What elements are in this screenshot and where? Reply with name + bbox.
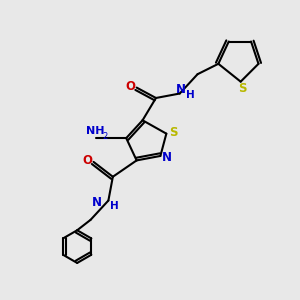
Text: H: H [110, 202, 119, 212]
Text: N: N [92, 196, 102, 208]
Text: NH: NH [86, 126, 104, 136]
Text: 2: 2 [102, 132, 107, 141]
Text: H: H [186, 90, 194, 100]
Text: S: S [169, 126, 177, 139]
Text: N: N [176, 82, 186, 96]
Text: O: O [126, 80, 136, 93]
Text: N: N [162, 151, 172, 164]
Text: S: S [238, 82, 246, 95]
Text: O: O [82, 154, 93, 167]
